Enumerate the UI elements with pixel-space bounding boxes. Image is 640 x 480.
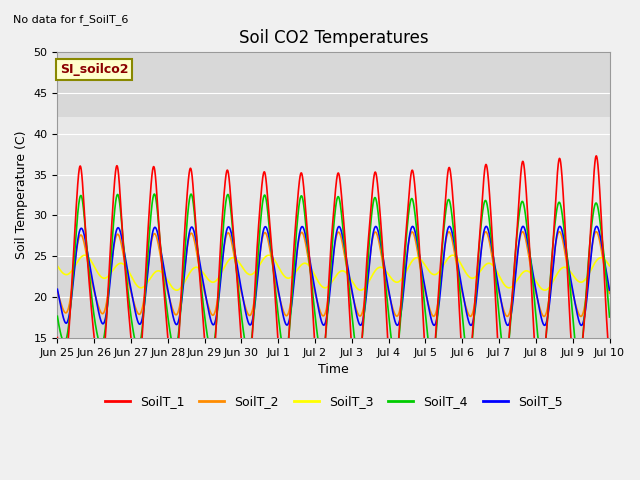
Bar [58,117,609,256]
Title: Soil CO2 Temperatures: Soil CO2 Temperatures [239,29,428,48]
Legend: SoilT_1, SoilT_2, SoilT_3, SoilT_4, SoilT_5: SoilT_1, SoilT_2, SoilT_3, SoilT_4, Soil… [100,390,567,413]
Text: No data for f_SoilT_6: No data for f_SoilT_6 [13,14,128,25]
Y-axis label: Soil Temperature (C): Soil Temperature (C) [15,131,28,259]
Text: SI_soilco2: SI_soilco2 [60,63,129,76]
X-axis label: Time: Time [318,363,349,376]
